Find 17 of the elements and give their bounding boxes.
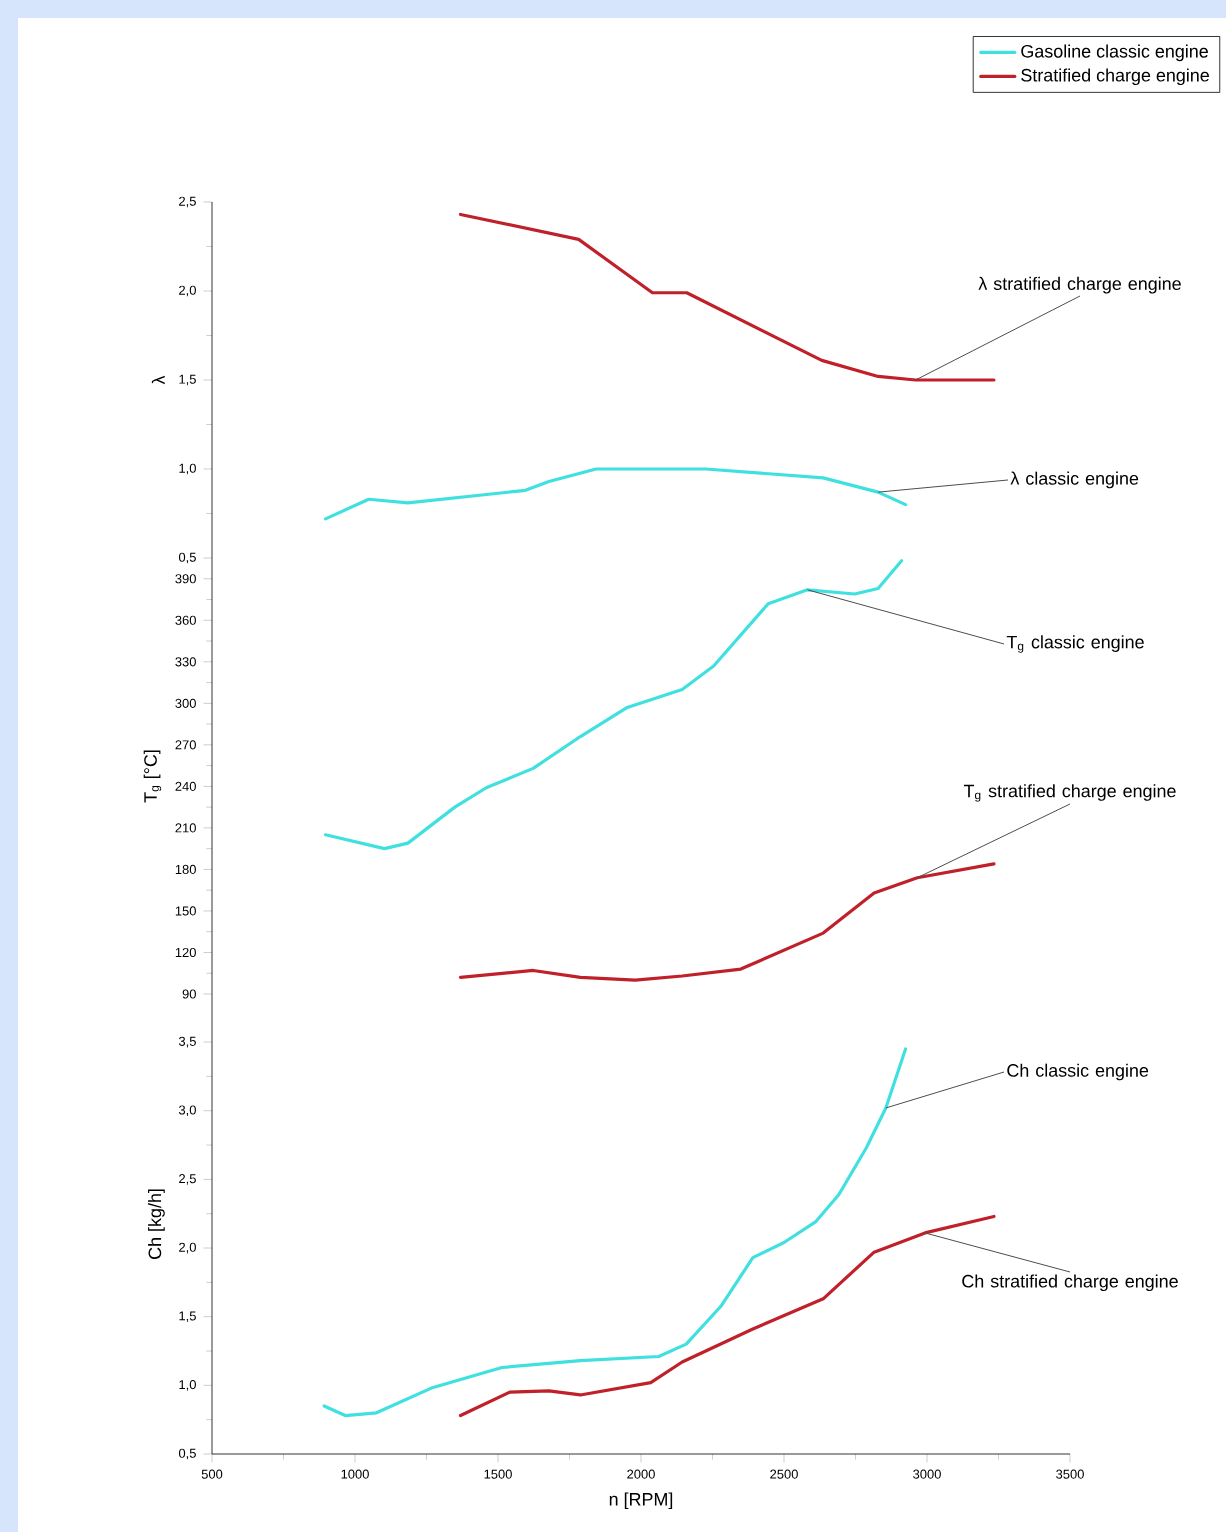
annotation: T$_{g}$ classic engine	[1006, 635, 1144, 653]
y-axis-title: Ch [kg/h]	[148, 1189, 165, 1259]
legend-label: Gasoline classic engine	[1021, 44, 1208, 62]
annotation: λ stratified charge engine	[978, 276, 1181, 294]
annotation: Ch stratified charge engine	[962, 1274, 1178, 1292]
line-series	[458, 212, 996, 382]
legend-label: Stratified charge engine	[1021, 68, 1209, 86]
annotation: Ch classic engine	[1007, 1063, 1149, 1081]
x-axis-title: n [RPM]	[609, 1492, 673, 1510]
annotation: T$_{g}$ stratified charge engine	[963, 784, 1176, 802]
line-series	[323, 559, 904, 851]
annotation: λ classic engine	[1010, 471, 1139, 489]
y-axis-title: T$_{g}$ [°C]	[143, 750, 162, 803]
y-axis-title: λ	[151, 375, 165, 385]
line-series	[322, 1047, 908, 1418]
line-series	[323, 467, 908, 521]
line-series	[458, 862, 996, 982]
